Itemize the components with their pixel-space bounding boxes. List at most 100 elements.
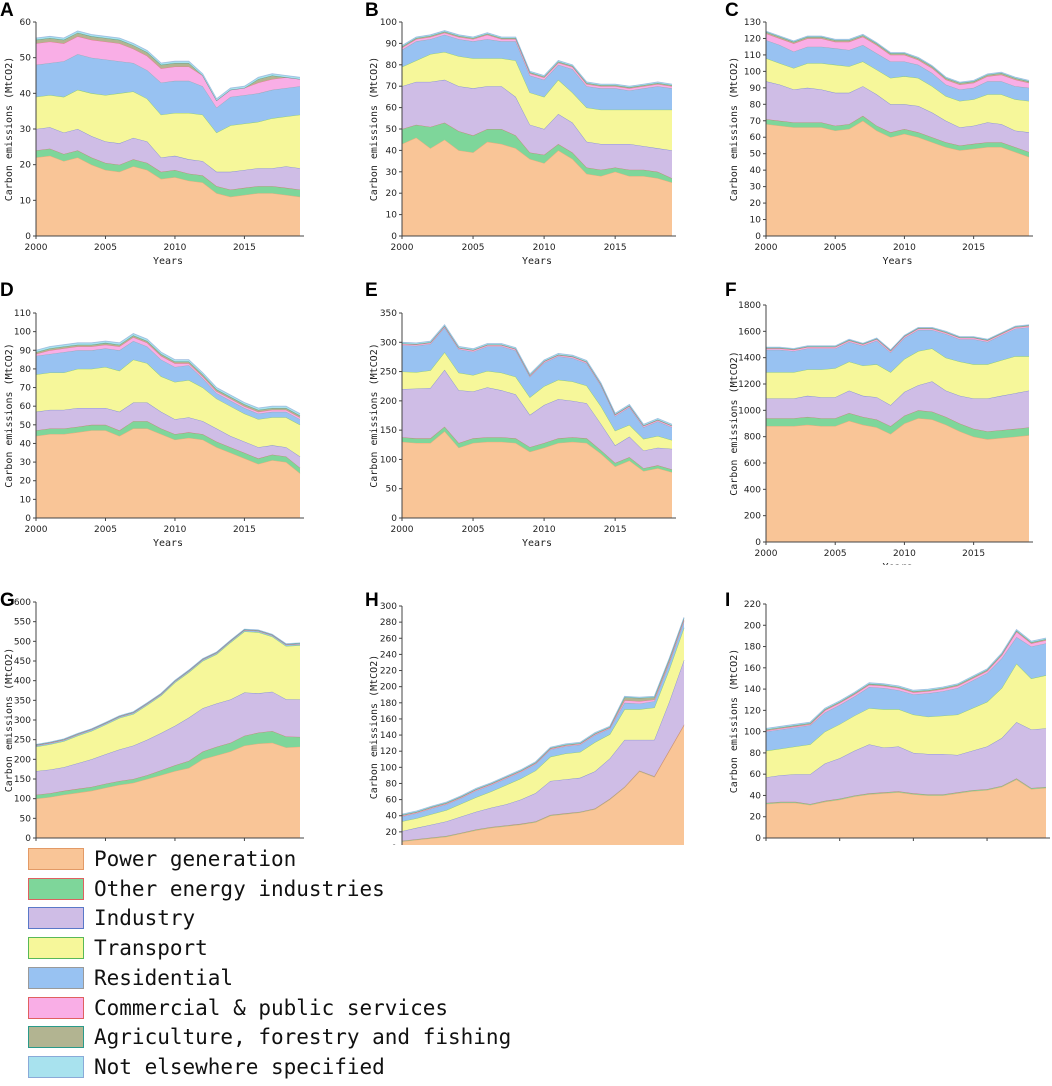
area-power-generation bbox=[402, 137, 672, 236]
y-tick-label: 20 bbox=[20, 477, 32, 487]
area-chart: 0204060801001201401601802002202000200520… bbox=[729, 600, 1050, 844]
area-power-generation bbox=[36, 155, 300, 236]
area-commercial-public-services bbox=[402, 32, 672, 91]
area-chart: 0 10 20 30 40 50 60 70 80 90 100 110 2000 2005 2010 201… bbox=[4, 309, 304, 549]
chart-panel-e: E 0 50 100 150 200 250 300 350 2000 2005 2010 2015 Ca… bbox=[365, 280, 715, 565]
y-tick-label: 0 bbox=[391, 232, 397, 242]
area-transport bbox=[766, 663, 1046, 778]
series-edge-line bbox=[35, 628, 301, 745]
area-residential bbox=[766, 327, 1029, 373]
x-axis-label: Years bbox=[882, 256, 912, 267]
x-tick-label: 2015 bbox=[604, 243, 627, 253]
y-tick-label: 1200 bbox=[738, 380, 761, 390]
area-residential bbox=[766, 637, 1046, 751]
y-tick-label: 100 bbox=[380, 455, 397, 465]
y-tick-label: 140 bbox=[744, 685, 761, 695]
series-edge-line bbox=[765, 636, 1047, 732]
y-axis-label: Carbon emissions (MtCO2) bbox=[729, 351, 740, 496]
y-tick-label: 0 bbox=[755, 232, 761, 242]
area-transport bbox=[402, 52, 672, 151]
x-tick-label: 2010 bbox=[533, 525, 556, 535]
x-tick-label: 2015 bbox=[962, 549, 985, 559]
panel-letter: F bbox=[725, 280, 737, 301]
series-edge-line bbox=[765, 721, 1047, 778]
legend-swatch bbox=[28, 937, 84, 960]
x-tick-label: 2000 bbox=[755, 243, 778, 253]
y-tick-label: 1000 bbox=[738, 406, 761, 416]
area-agriculture-forestry-and-fishing bbox=[36, 335, 300, 418]
y-tick-label: 60 bbox=[386, 104, 398, 114]
area-chart: 0 200 400 600 800 1000 1200 1400 1600 1800 2000 200… bbox=[729, 301, 1033, 565]
y-tick-label: 600 bbox=[14, 598, 31, 608]
x-tick-label: 2000 bbox=[25, 243, 48, 253]
y-tick-label: 1800 bbox=[738, 301, 761, 311]
y-tick-label: 200 bbox=[380, 683, 397, 693]
y-tick-label: 0 bbox=[391, 514, 397, 524]
y-tick-label: 20 bbox=[386, 189, 398, 199]
panel-letter: B bbox=[365, 0, 379, 21]
y-tick-label: 1400 bbox=[738, 354, 761, 364]
y-tick-label: 150 bbox=[14, 775, 31, 785]
y-tick-label: 500 bbox=[14, 637, 31, 647]
y-tick-label: 200 bbox=[380, 397, 397, 407]
y-tick-label: 40 bbox=[20, 89, 32, 99]
y-tick-label: 30 bbox=[20, 125, 32, 135]
y-tick-label: 0 bbox=[755, 834, 761, 844]
y-tick-label: 400 bbox=[14, 677, 31, 687]
y-tick-label: 80 bbox=[750, 100, 762, 110]
chart-panel-a: A 0 10 20 30 40 50 60 2000 2005 2010 2015 Carbon emi… bbox=[0, 0, 350, 280]
chart-panel-i: I020406080100120140160180200220200020052… bbox=[725, 590, 1052, 845]
y-tick-label: 200 bbox=[744, 621, 761, 631]
y-tick-label: 160 bbox=[380, 715, 397, 725]
y-tick-label: 250 bbox=[14, 736, 31, 746]
y-tick-label: 50 bbox=[20, 814, 32, 824]
area-industry bbox=[766, 381, 1029, 432]
panel-letter: A bbox=[0, 0, 14, 21]
legend-item: Power generation bbox=[28, 845, 588, 873]
y-tick-label: 60 bbox=[750, 770, 762, 780]
y-tick-label: 20 bbox=[386, 828, 398, 838]
x-tick-label: 2005 bbox=[94, 243, 117, 253]
y-tick-label: 110 bbox=[14, 309, 31, 319]
series-edge-line bbox=[401, 324, 673, 425]
area-industry bbox=[402, 79, 672, 179]
x-tick-label: 2005 bbox=[462, 525, 485, 535]
y-tick-label: 110 bbox=[744, 51, 761, 61]
y-tick-label: 0 bbox=[391, 844, 397, 845]
area-chart: 0 20 40 60 80 100 120 140 160 180 200 220 240 260 280 3… bbox=[369, 602, 685, 845]
panel-letter: G bbox=[0, 590, 15, 611]
y-tick-label: 550 bbox=[14, 618, 31, 628]
x-tick-label: 2000 bbox=[25, 525, 48, 535]
area-industry bbox=[402, 369, 672, 470]
y-tick-label: 100 bbox=[744, 67, 761, 77]
area-other-energy-industries bbox=[766, 410, 1029, 440]
legend-swatch bbox=[28, 966, 84, 989]
y-axis-label: Carbon emissions (MtCO2) bbox=[4, 57, 15, 202]
legend-label: Residential bbox=[94, 965, 234, 990]
x-tick-label: 2000 bbox=[755, 549, 778, 559]
x-tick-label: 2010 bbox=[163, 525, 186, 535]
area-residential bbox=[402, 34, 672, 110]
y-tick-label: 40 bbox=[386, 812, 398, 822]
y-tick-label: 0 bbox=[755, 538, 761, 548]
y-tick-label: 130 bbox=[744, 18, 761, 28]
legend-label: Commercial & public services bbox=[94, 995, 449, 1020]
legend-swatch bbox=[28, 996, 84, 1019]
series-edge-line bbox=[401, 30, 673, 87]
y-tick-label: 70 bbox=[20, 384, 32, 394]
area-agriculture-forestry-and-fishing bbox=[36, 32, 300, 101]
series-edge-line bbox=[766, 325, 1030, 352]
x-tick-label: 2015 bbox=[233, 243, 256, 253]
area-commercial-public-services bbox=[766, 33, 1029, 90]
x-tick-label: 2005 bbox=[824, 549, 847, 559]
area-industry bbox=[766, 722, 1046, 804]
y-tick-label: 60 bbox=[386, 796, 398, 806]
series-edge-line bbox=[35, 691, 301, 772]
series-edge-line bbox=[765, 628, 1047, 729]
x-axis-label: Years bbox=[153, 538, 183, 549]
series-edge-line bbox=[35, 333, 301, 414]
chart-panel-h: H 0 20 40 60 80 100 120 140 160 180 200 220 240 260 280… bbox=[365, 590, 715, 845]
area-power-generation bbox=[766, 418, 1029, 542]
area-industry bbox=[766, 81, 1029, 152]
y-tick-label: 100 bbox=[14, 795, 31, 805]
